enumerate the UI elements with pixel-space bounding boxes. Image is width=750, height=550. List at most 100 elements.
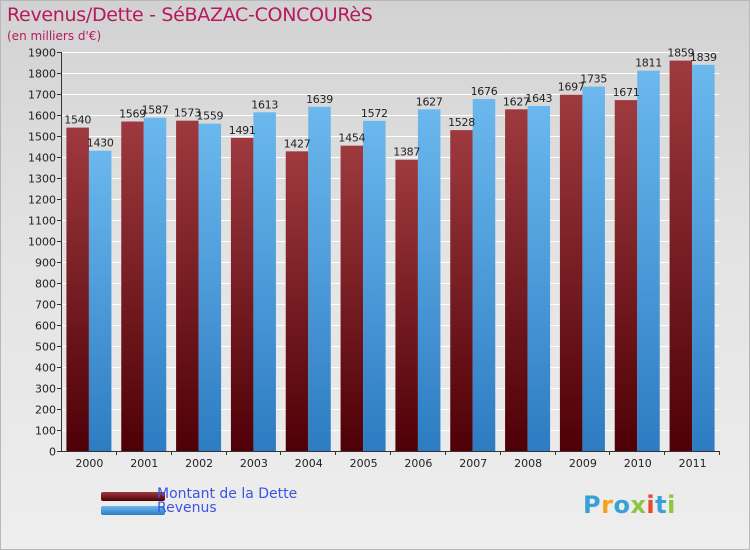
bar-revenue-2001 (143, 117, 167, 451)
legend-label-debt: Montant de la Dette (157, 486, 298, 502)
x-tick-label: 2005 (350, 457, 378, 470)
x-tick-label: 2007 (459, 457, 487, 470)
value-label-revenue-2008: 1643 (525, 92, 552, 105)
value-label-debt-2004: 1427 (284, 137, 311, 150)
x-tick-label: 2000 (75, 457, 103, 470)
legend-swatch-revenue (101, 506, 165, 515)
y-tick-label: 800 (35, 278, 56, 291)
y-tick-label: 700 (35, 299, 56, 312)
proxiti-logo: Proxiti (583, 491, 676, 519)
bars (66, 60, 715, 452)
bar-revenue-2008 (527, 105, 551, 451)
logo-letter: t (655, 491, 668, 519)
value-label-revenue-2004: 1639 (306, 93, 333, 106)
value-label-debt-2008: 1627 (503, 95, 530, 108)
logo-letter: P (583, 491, 602, 519)
y-tick-label: 1900 (28, 47, 56, 60)
legend-label-revenue: Revenus (157, 500, 217, 516)
logo-letter: i (667, 491, 676, 519)
bar-revenue-2000 (88, 150, 112, 451)
bar-revenue-2010 (637, 70, 660, 451)
bar-revenue-2004 (308, 106, 331, 451)
bar-revenue-2007 (472, 99, 496, 451)
value-label-revenue-2009: 1735 (580, 73, 607, 86)
y-tick-label: 0 (49, 446, 56, 459)
y-tick-label: 1700 (28, 89, 56, 102)
bar-debt-2000 (66, 127, 89, 451)
value-label-debt-2005: 1454 (338, 132, 365, 145)
y-tick-label: 1500 (28, 131, 56, 144)
x-tick-label: 2004 (295, 457, 323, 470)
x-tick-label: 2003 (240, 457, 268, 470)
x-tick-label: 2002 (185, 457, 213, 470)
bar-revenue-2006 (417, 109, 441, 451)
value-label-revenue-2003: 1613 (251, 98, 278, 111)
y-tick-label: 400 (35, 362, 56, 375)
value-label-revenue-2001: 1587 (142, 104, 169, 117)
value-label-revenue-2011: 1839 (690, 51, 717, 64)
bar-debt-2004 (285, 151, 309, 451)
value-label-revenue-2010: 1811 (635, 57, 662, 70)
x-tick-label: 2008 (514, 457, 542, 470)
bar-debt-2001 (121, 121, 144, 451)
value-label-revenue-2005: 1572 (361, 107, 388, 120)
value-label-debt-2011: 1859 (667, 47, 694, 60)
chart-subtitle: (en milliers d'€) (7, 29, 102, 43)
value-label-revenue-2006: 1627 (416, 95, 443, 108)
bar-revenue-2002 (198, 123, 222, 452)
logo-letter: o (613, 491, 631, 519)
bar-debt-2005 (340, 145, 364, 451)
value-label-debt-2000: 1540 (64, 114, 91, 127)
y-tick-label: 300 (35, 383, 56, 396)
y-tick-label: 1100 (28, 215, 56, 228)
value-label-debt-2009: 1697 (558, 81, 585, 94)
y-tick-label: 600 (35, 320, 56, 333)
x-tick-label: 2010 (624, 457, 652, 470)
bar-debt-2009 (559, 94, 583, 451)
value-label-revenue-2002: 1559 (196, 110, 223, 123)
y-tick-label: 1600 (28, 110, 56, 123)
axes: 0 100 200 300 400 500 600 700 800 900 1000 1100 1200… (28, 47, 720, 470)
value-label-debt-2003: 1491 (229, 124, 256, 137)
y-tick-label: 500 (35, 341, 56, 354)
y-tick-label: 900 (35, 257, 56, 270)
value-label-debt-2007: 1528 (448, 116, 475, 129)
y-tick-label: 200 (35, 404, 56, 417)
chart-title: Revenus/Dette - SéBAZAC-CONCOURèS (7, 4, 373, 26)
x-tick-label: 2006 (404, 457, 432, 470)
y-tick-label: 1000 (28, 236, 56, 249)
logo-letter: x (630, 491, 647, 519)
legend-swatch-debt (101, 492, 165, 501)
value-label-revenue-2007: 1676 (471, 85, 498, 98)
bar-debt-2002 (176, 120, 199, 452)
value-label-debt-2002: 1573 (174, 107, 201, 120)
logo-letter: i (646, 491, 656, 519)
y-tick-label: 1200 (28, 194, 56, 207)
bar-debt-2003 (230, 137, 254, 451)
value-label-revenue-2000: 1430 (87, 137, 114, 150)
bar-revenue-2005 (363, 120, 386, 451)
y-tick-label: 1400 (28, 152, 56, 165)
bar-revenue-2011 (692, 64, 715, 451)
value-label-debt-2006: 1387 (393, 146, 420, 159)
y-tick-label: 1800 (28, 68, 56, 81)
logo-letter: r (601, 491, 614, 519)
x-tick-label: 2001 (130, 457, 158, 470)
x-tick-label: 2011 (679, 457, 707, 470)
bar-revenue-2009 (582, 86, 605, 452)
y-tick-label: 100 (35, 425, 56, 438)
y-tick-label: 1300 (28, 173, 56, 186)
grid-lines (61, 52, 719, 452)
value-label-debt-2001: 1569 (119, 108, 146, 121)
bar-debt-2011 (669, 60, 693, 452)
bar-revenue-2003 (253, 112, 276, 452)
bar-debt-2006 (395, 159, 418, 452)
bar-debt-2007 (450, 130, 473, 451)
x-tick-label: 2009 (569, 457, 597, 470)
bar-debt-2010 (614, 100, 638, 451)
value-label-debt-2010: 1671 (613, 86, 640, 99)
bar-debt-2008 (505, 109, 528, 451)
